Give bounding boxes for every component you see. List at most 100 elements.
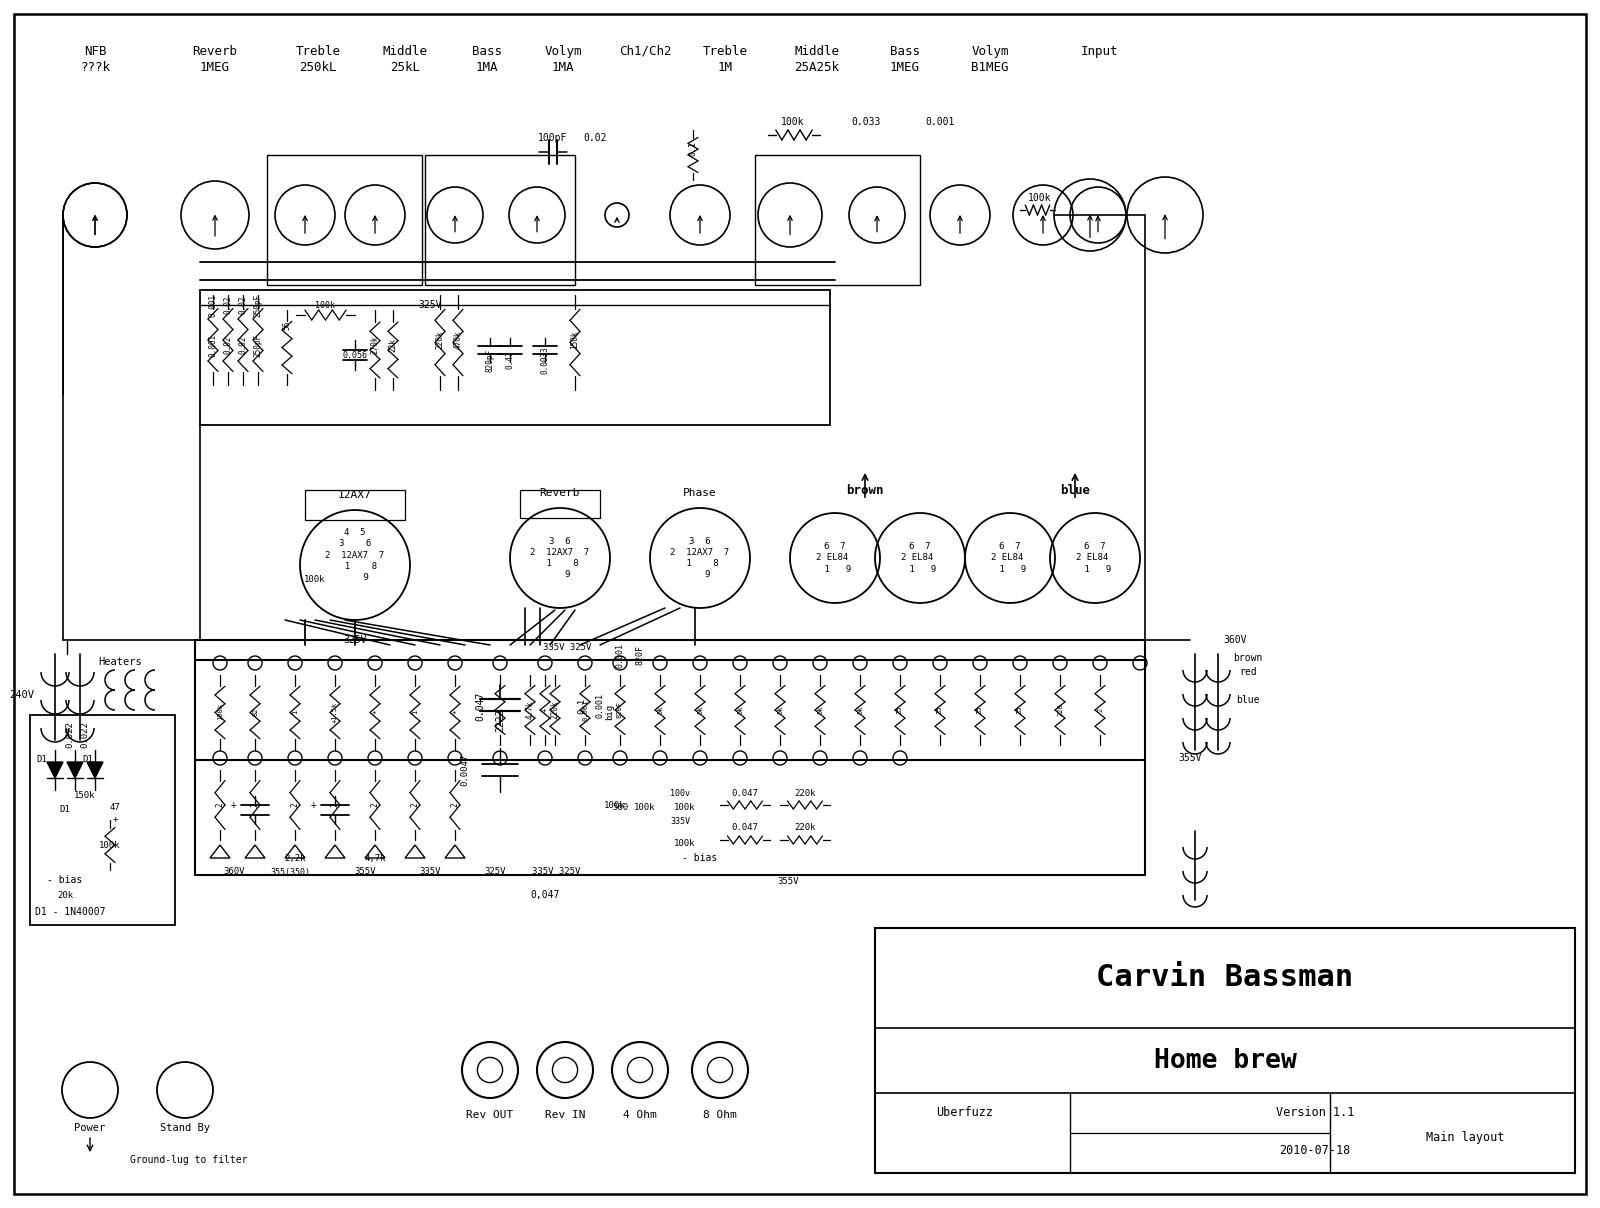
Text: Power: Power — [74, 1123, 106, 1133]
Text: 360V: 360V — [1224, 635, 1246, 645]
Text: 0.1: 0.1 — [688, 140, 698, 156]
Text: Treble
1M: Treble 1M — [702, 45, 747, 74]
Text: 5k: 5k — [738, 705, 742, 714]
Text: 0.02: 0.02 — [224, 296, 232, 314]
Text: 0.47: 0.47 — [506, 350, 515, 370]
Text: D1 - 1N40007: D1 - 1N40007 — [35, 907, 106, 917]
Text: 100k: 100k — [315, 301, 334, 309]
Text: +: + — [112, 815, 118, 825]
Text: 12AX7: 12AX7 — [338, 490, 371, 500]
Text: 35: 35 — [898, 705, 902, 714]
Text: 0.047: 0.047 — [731, 789, 758, 797]
Text: D1: D1 — [37, 755, 48, 765]
Bar — [267, 155, 422, 285]
Bar — [30, 715, 174, 925]
Text: blue: blue — [1059, 483, 1090, 496]
Text: Reverb: Reverb — [539, 488, 581, 498]
Text: 0.001: 0.001 — [208, 333, 218, 356]
Text: 100k: 100k — [1029, 193, 1051, 203]
Text: 100k: 100k — [674, 838, 696, 848]
Text: 4  5
3    6
2  12AX7  7
  1    8
    9: 4 5 3 6 2 12AX7 7 1 8 9 — [325, 528, 384, 582]
Text: 220k: 220k — [794, 789, 816, 797]
Text: 820F: 820F — [618, 702, 622, 719]
Text: - bias: - bias — [48, 875, 83, 885]
Text: 100k: 100k — [634, 803, 656, 813]
Text: 2: 2 — [291, 802, 299, 807]
Text: 2222: 2222 — [494, 708, 506, 732]
Text: 335V 325V: 335V 325V — [542, 644, 590, 652]
Text: 3  6
2  12AX7  7
 1    8
   9: 3 6 2 12AX7 7 1 8 9 — [531, 536, 589, 579]
Text: 220k: 220k — [794, 824, 816, 832]
Bar — [755, 155, 920, 285]
Text: 100k: 100k — [218, 703, 222, 720]
Text: 2: 2 — [451, 802, 459, 807]
Text: 0.001: 0.001 — [595, 693, 605, 719]
Text: 2: 2 — [371, 802, 379, 807]
Text: Heaters: Heaters — [98, 657, 142, 667]
Text: 0.1: 0.1 — [578, 698, 587, 714]
Text: 2010-07-18: 2010-07-18 — [1280, 1144, 1350, 1156]
Text: Carvin Bassman: Carvin Bassman — [1096, 964, 1354, 993]
Text: 5k: 5k — [658, 705, 662, 714]
Text: 47: 47 — [110, 803, 120, 813]
Bar — [200, 290, 830, 425]
Text: 2: 2 — [331, 802, 339, 807]
Text: 82: 82 — [253, 708, 258, 716]
Text: Reverb
1MEG: Reverb 1MEG — [192, 45, 237, 74]
Text: D1: D1 — [83, 755, 93, 765]
Text: Bass
1MEG: Bass 1MEG — [890, 45, 920, 74]
Text: D1: D1 — [59, 806, 70, 814]
Text: 0.022: 0.022 — [66, 721, 75, 749]
Text: 0.02: 0.02 — [584, 133, 606, 143]
Text: 5k: 5k — [858, 705, 862, 714]
Text: 5k: 5k — [778, 705, 782, 714]
Text: 335V: 335V — [419, 867, 440, 877]
Text: 6  7
2 EL84 
 1   9: 6 7 2 EL84 1 9 — [816, 542, 854, 574]
Text: 0.056: 0.056 — [342, 350, 368, 360]
Text: blue: blue — [1237, 695, 1259, 705]
Text: 220k: 220k — [435, 331, 445, 349]
Text: Version 1.1: Version 1.1 — [1275, 1107, 1354, 1120]
Bar — [520, 490, 600, 518]
Text: Volym
1MA: Volym 1MA — [544, 45, 582, 74]
Text: 6  7
2 EL84 
 1   9: 6 7 2 EL84 1 9 — [1077, 542, 1114, 574]
Text: 5k: 5k — [698, 705, 702, 714]
Text: 325V: 325V — [418, 300, 442, 310]
Text: NFB
???k: NFB ???k — [80, 45, 110, 74]
Text: red: red — [1238, 667, 1258, 676]
Text: Middle
25kL: Middle 25kL — [382, 45, 427, 74]
Text: 0.001: 0.001 — [208, 294, 218, 316]
Text: Ch1/Ch2: Ch1/Ch2 — [619, 45, 672, 58]
Text: 0,047: 0,047 — [530, 890, 560, 900]
Bar — [426, 155, 574, 285]
Text: Input: Input — [1082, 45, 1118, 58]
Text: 100k: 100k — [605, 801, 626, 811]
Text: 0.047: 0.047 — [731, 824, 758, 832]
Text: Main layout: Main layout — [1426, 1132, 1504, 1144]
Text: +: + — [542, 708, 547, 713]
Text: 35: 35 — [938, 705, 942, 714]
Text: 1: 1 — [498, 708, 502, 713]
Text: +: + — [453, 710, 458, 714]
Text: - bias: - bias — [682, 853, 718, 863]
Polygon shape — [46, 762, 62, 778]
Text: 335V: 335V — [670, 818, 690, 826]
Text: Volym
B1MEG: Volym B1MEG — [971, 45, 1008, 74]
Text: 220: 220 — [1058, 703, 1062, 716]
Text: 0.001: 0.001 — [925, 117, 955, 127]
Text: big: big — [605, 704, 614, 720]
Text: 325V: 325V — [344, 635, 366, 645]
Text: +: + — [230, 800, 237, 811]
Text: Phase: Phase — [683, 488, 717, 498]
Text: 0.022: 0.022 — [80, 721, 90, 749]
Text: Rev OUT: Rev OUT — [466, 1110, 514, 1120]
Text: Ground-lug to filter: Ground-lug to filter — [130, 1155, 248, 1165]
Text: 355(350): 355(350) — [270, 867, 310, 877]
Text: 100pF: 100pF — [538, 133, 568, 143]
Text: 150k: 150k — [74, 790, 96, 800]
Text: 5k: 5k — [818, 705, 822, 714]
Text: 100k: 100k — [304, 575, 326, 585]
Text: 0.02: 0.02 — [224, 336, 232, 354]
Text: 6  7
2 EL84 
 1   9: 6 7 2 EL84 1 9 — [990, 542, 1029, 574]
Text: 4 Ohm: 4 Ohm — [622, 1110, 658, 1120]
